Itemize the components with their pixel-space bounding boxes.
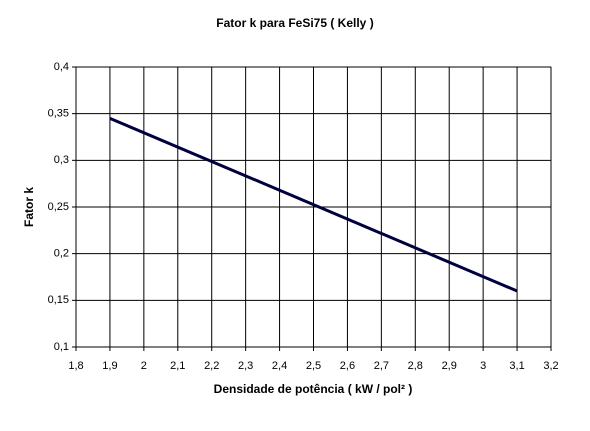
x-tick-label: 1,8 [68, 360, 83, 372]
y-tick-label: 0,4 [54, 61, 69, 73]
x-axis-label: Densidade de potência ( kW / pol² ) [214, 382, 413, 396]
x-tick-label: 2 [141, 360, 147, 372]
x-tick-label: 2,7 [374, 360, 389, 372]
x-tick-label: 2,8 [408, 360, 423, 372]
x-tick-label: 2,2 [204, 360, 219, 372]
y-tick-label: 0,3 [54, 154, 69, 166]
x-tick-label: 2,1 [170, 360, 185, 372]
x-tick-label: 1,9 [102, 360, 117, 372]
x-tick-label: 2,3 [238, 360, 253, 372]
y-axis-label: Fator k [22, 187, 36, 227]
y-tick-label: 0,2 [54, 248, 69, 260]
data-line [109, 116, 518, 293]
x-tick-label: 3 [480, 360, 486, 372]
y-tick-label: 0,15 [48, 294, 69, 306]
x-tick-label: 2,4 [272, 360, 287, 372]
x-tick-label: 2,9 [442, 360, 457, 372]
chart-title: Fator k para FeSi75 ( Kelly ) [216, 16, 373, 30]
x-tick-label: 2,5 [306, 360, 321, 372]
y-tick-label: 0,35 [48, 108, 69, 120]
x-tick-label: 3,1 [509, 360, 524, 372]
y-tick-label: 0,25 [48, 201, 69, 213]
x-tick-label: 2,6 [340, 360, 355, 372]
x-tick-label: 3,2 [543, 360, 558, 372]
y-tick-label: 0,1 [54, 341, 69, 353]
